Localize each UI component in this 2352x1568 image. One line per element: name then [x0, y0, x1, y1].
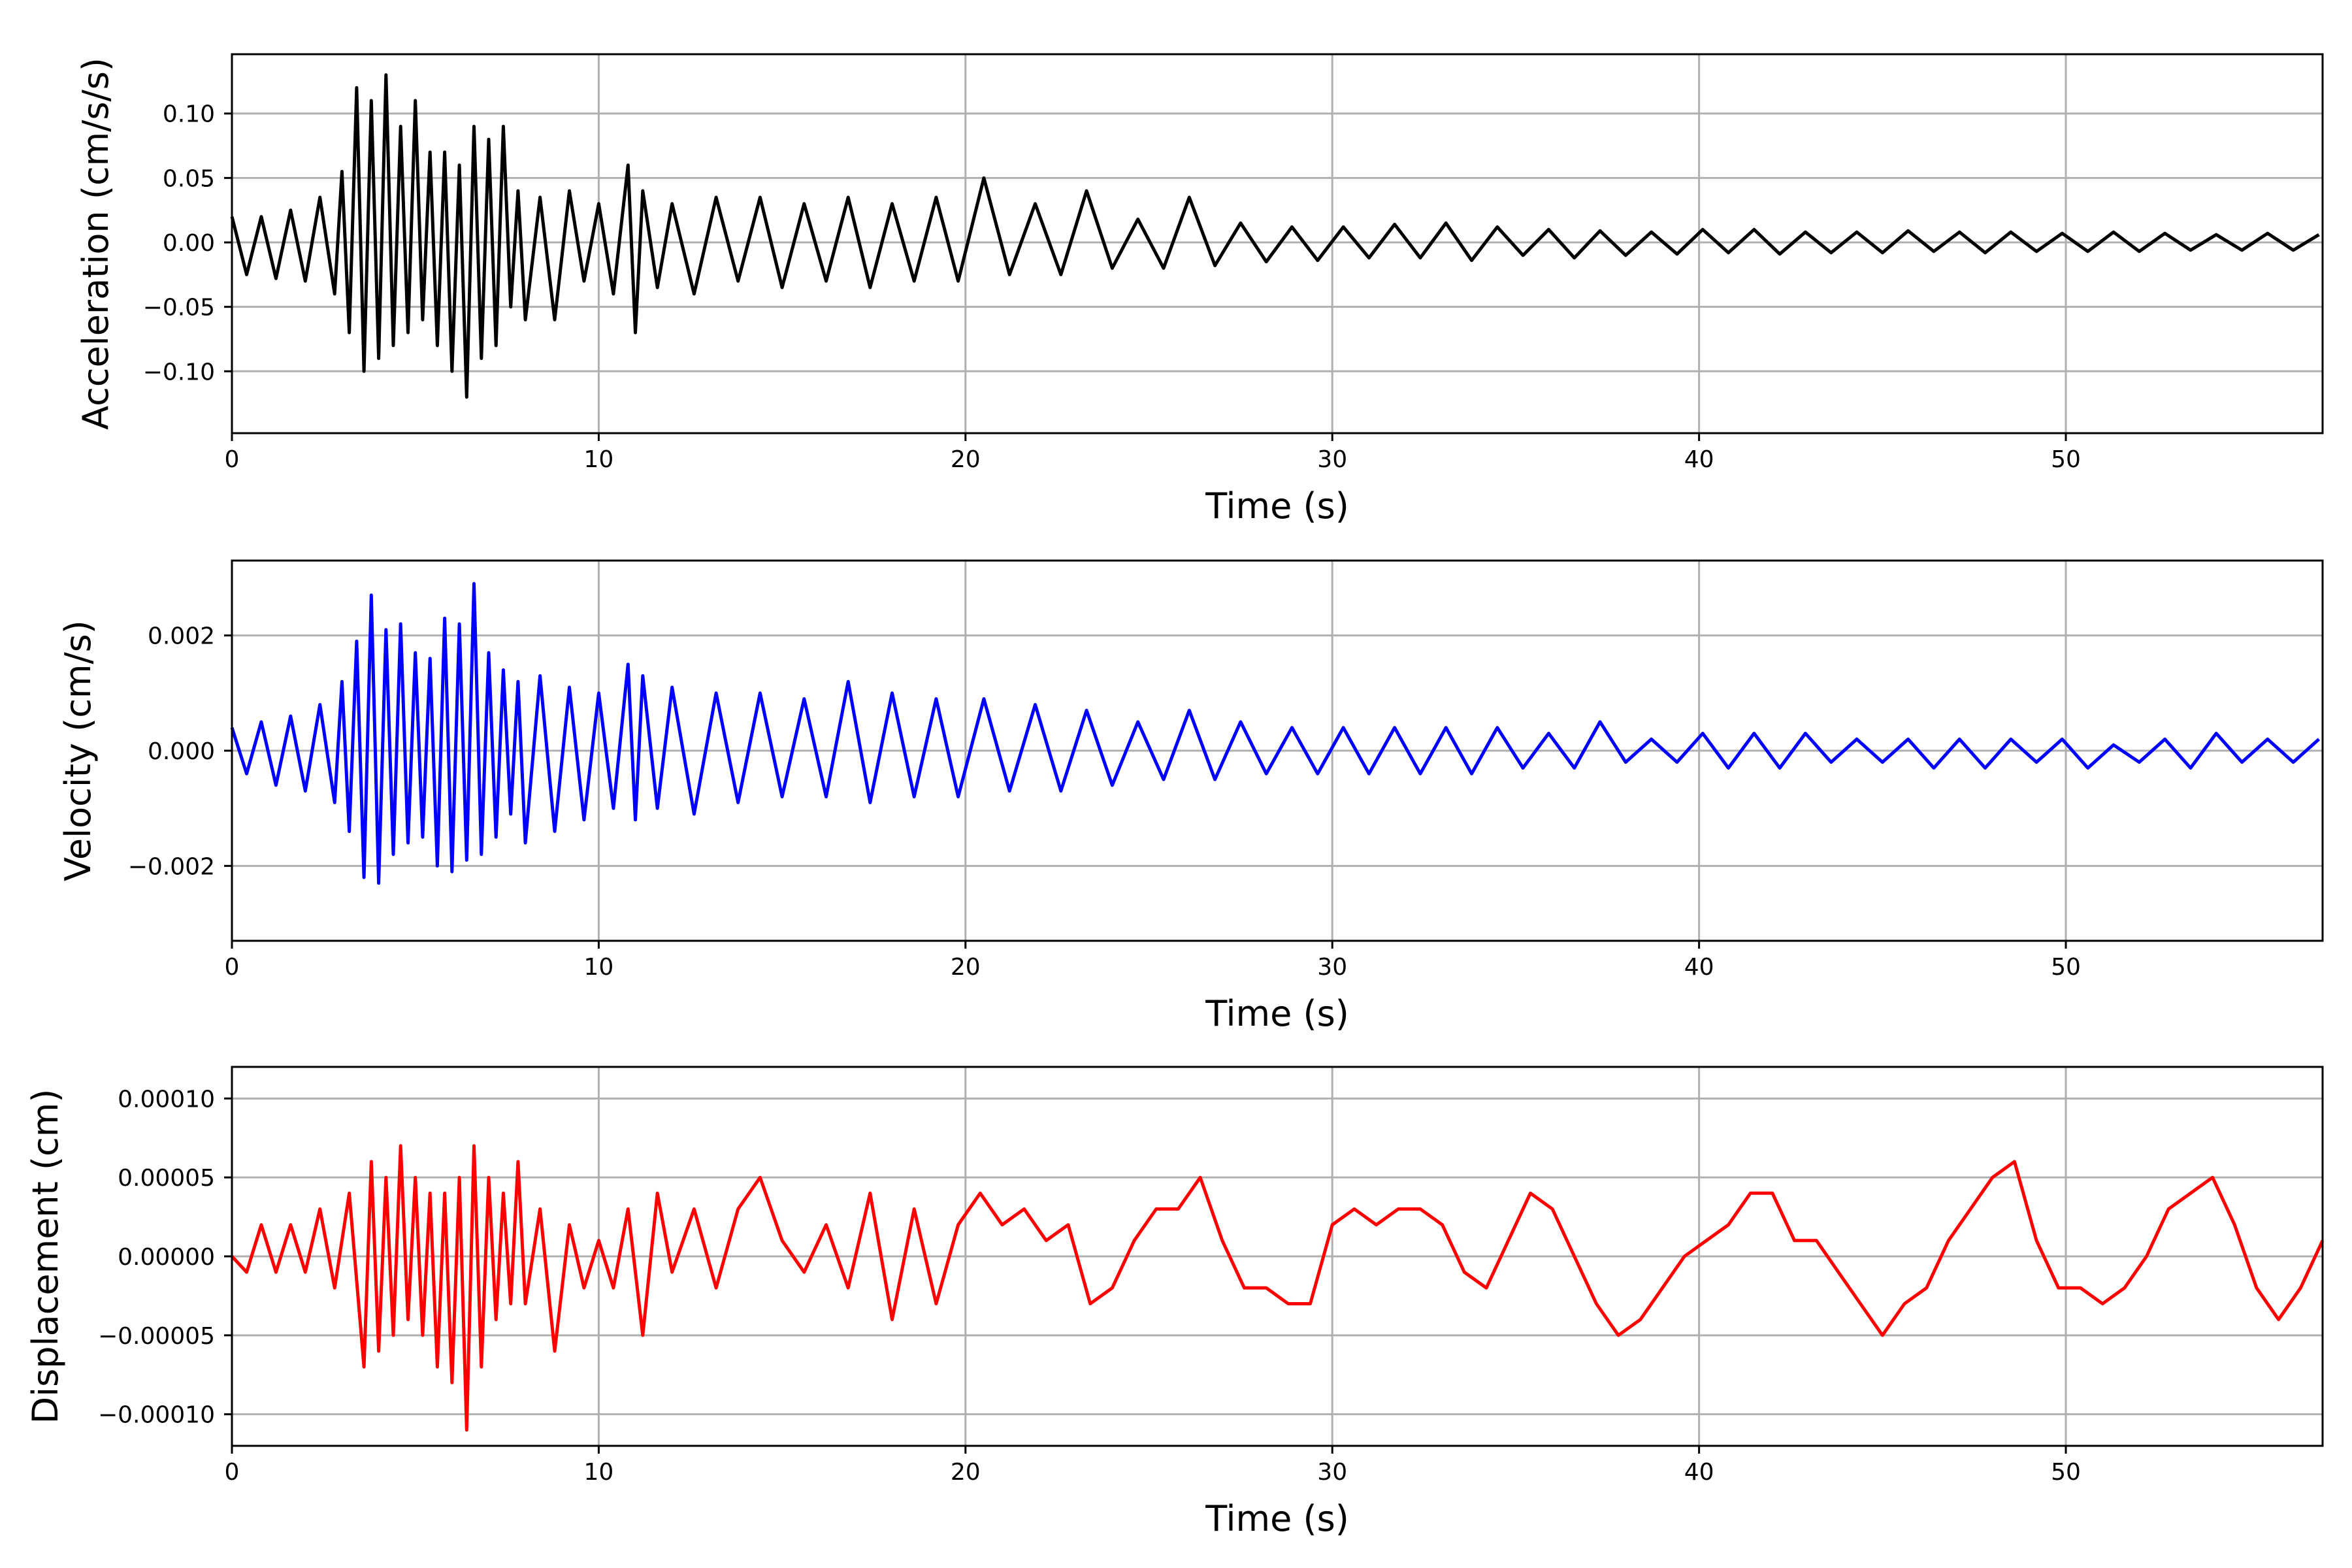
displacement-ytick-label-4: −0.00010 [98, 1402, 215, 1429]
acceleration-xtick-label-2: 20 [951, 446, 981, 473]
acceleration-y-axis-label: Acceleration (cm/s/s) [75, 57, 116, 430]
velocity-xtick-label-2: 20 [951, 954, 981, 981]
displacement-trace-0 [231, 1144, 2325, 1432]
velocity-ytick-label-1: 0.000 [148, 738, 215, 765]
velocity-xtick-label-0: 0 [225, 954, 240, 981]
acceleration-xtick-label-1: 10 [583, 446, 613, 473]
displacement-xtick-label-4: 40 [1684, 1459, 1714, 1486]
displacement-panel: 0 10 20 30 40 50 0.00010 0.00005 0.00000 −0.00005… [25, 1066, 2325, 1539]
displacement-xtick-label-0: 0 [225, 1459, 240, 1486]
acceleration-ytick-label-3: −0.05 [143, 295, 215, 321]
velocity-xtick-label-5: 50 [2051, 954, 2081, 981]
acceleration-xtick-label-4: 40 [1684, 446, 1714, 473]
velocity-x-axis-label: Time (s) [1205, 993, 1349, 1034]
acceleration-trace-0 [230, 73, 2320, 399]
acceleration-panel: 0 10 20 30 40 50 0.10 0.05 0.00 −0.05 −0.10 Time (s… [75, 53, 2324, 527]
acceleration-xtick-label-0: 0 [225, 446, 240, 473]
panels: 0 10 20 30 40 50 0.10 0.05 0.00 −0.05 −0.10 Time (s… [25, 53, 2325, 1539]
displacement-xtick-label-5: 50 [2051, 1459, 2081, 1486]
displacement-ytick-label-1: 0.00005 [118, 1165, 215, 1192]
acceleration-ytick-label-0: 0.10 [163, 101, 215, 128]
velocity-xtick-label-3: 30 [1317, 954, 1347, 981]
acceleration-xtick-label-3: 30 [1317, 446, 1347, 473]
displacement-xtick-label-1: 10 [583, 1459, 613, 1486]
displacement-xtick-label-2: 20 [951, 1459, 981, 1486]
velocity-xtick-label-1: 10 [583, 954, 613, 981]
velocity-trace-0 [230, 581, 2321, 885]
acceleration-ytick-label-4: −0.10 [143, 359, 215, 385]
velocity-ytick-label-0: 0.002 [148, 623, 215, 650]
acceleration-ytick-label-2: 0.00 [163, 230, 215, 257]
acceleration-ytick-label-1: 0.05 [163, 165, 215, 192]
displacement-ytick-label-2: 0.00000 [118, 1244, 215, 1271]
velocity-ytick-label-2: −0.002 [128, 853, 215, 880]
displacement-ytick-label-0: 0.00010 [118, 1086, 215, 1113]
displacement-y-axis-label: Displacement (cm) [25, 1089, 66, 1424]
displacement-ytick-label-3: −0.00005 [98, 1323, 215, 1350]
displacement-x-axis-label: Time (s) [1205, 1498, 1349, 1539]
acceleration-frame [231, 53, 2324, 434]
velocity-panel: 0 10 20 30 40 50 0.002 0.000 −0.002 Time (s) Veloc… [57, 559, 2324, 1034]
displacement-xtick-label-3: 30 [1317, 1459, 1347, 1486]
velocity-y-axis-label: Velocity (cm/s) [57, 620, 99, 881]
velocity-xtick-label-4: 40 [1684, 954, 1714, 981]
acceleration-xtick-label-5: 50 [2051, 446, 2081, 473]
acceleration-x-axis-label: Time (s) [1205, 485, 1349, 527]
